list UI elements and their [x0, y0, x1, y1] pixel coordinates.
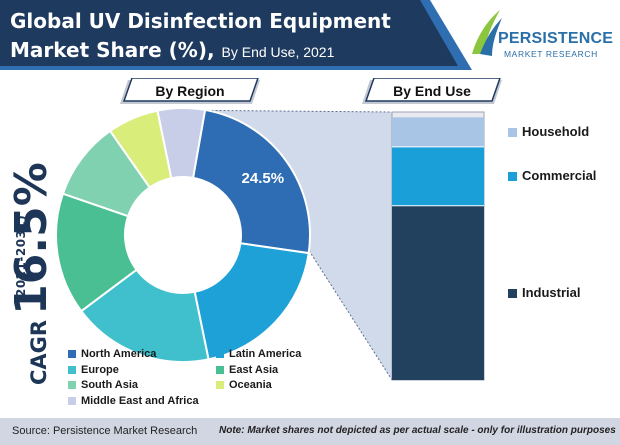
tab-by-region: By Region — [120, 78, 260, 104]
legend-item-middle-east-and-africa: Middle East and Africa — [68, 395, 199, 407]
donut-slice-east-asia — [55, 192, 138, 313]
legend-label: Oceania — [229, 379, 272, 391]
connector-line-top — [207, 109, 393, 113]
callout-connector — [207, 109, 393, 381]
connector-line-bottom — [308, 250, 393, 381]
donut-slice-north-america — [191, 108, 311, 255]
legend-label: Latin America — [229, 348, 302, 360]
legend-label: Commercial — [522, 168, 597, 184]
legend-item-household: Household — [508, 124, 589, 139]
legend-swatch — [508, 172, 517, 182]
page-title-line-2: Market Share (%), By End Use, 2021 — [10, 38, 334, 62]
footer: Source: Persistence Market Research Note… — [0, 418, 620, 445]
legend-swatch — [68, 381, 76, 390]
page-title-main: Market Share (%), — [10, 38, 215, 62]
footnote-text: Note: Market shares not depicted as per … — [219, 425, 616, 436]
legend-swatch — [216, 365, 224, 374]
donut-slice-latin-america — [193, 242, 310, 361]
legend-item-europe: Europe — [68, 364, 119, 376]
legend-swatch — [68, 365, 76, 374]
brand-logo: PERSISTENCE MARKET RESEARCH — [470, 4, 620, 70]
title-banner: Global UV Disinfection Equipment Market … — [0, 0, 472, 70]
legend-swatch — [508, 288, 517, 298]
tab-by-end-use-shape — [362, 78, 502, 104]
legend-label: Industrial — [522, 284, 581, 300]
page-subtitle: By End Use, 2021 — [221, 44, 335, 60]
logo-tagline: MARKET RESEARCH — [504, 49, 598, 59]
donut-slice-middle-east-and-africa — [156, 107, 207, 180]
bar-segment-industrial — [392, 205, 484, 380]
ribbon-logo-icon — [472, 10, 502, 56]
bar-segment-commercial — [392, 146, 484, 206]
logo-name: PERSISTENCE — [498, 30, 614, 47]
legend-item-north-america: North America — [68, 348, 156, 360]
legend-item-south-asia: South Asia — [68, 379, 138, 391]
legend-label: South Asia — [81, 379, 139, 391]
legend-label: North America — [81, 348, 157, 360]
chart-area: 24.5% — [55, 107, 485, 381]
legend-swatch — [68, 350, 76, 359]
donut-slice-europe — [79, 268, 210, 363]
legend-swatch — [508, 128, 517, 138]
donut-chart: 24.5% — [55, 107, 311, 363]
legend-label: Household — [522, 124, 590, 140]
data-label-north-america: 24.5% — [242, 170, 285, 187]
legend-swatch — [68, 397, 76, 406]
stacked-bar-chart — [391, 111, 485, 381]
legend-item-industrial: Industrial — [508, 285, 581, 300]
legend-swatch — [216, 350, 224, 359]
legend-label: Europe — [81, 363, 119, 376]
source-text: Source: Persistence Market Research — [12, 425, 198, 437]
tab-by-end-use-label: By End Use — [393, 83, 471, 99]
legend-label: Middle East and Africa — [81, 395, 199, 408]
tab-by-end-use: By End Use — [362, 78, 502, 104]
tab-by-region-shape — [120, 78, 260, 104]
legend-swatch — [216, 381, 224, 390]
legend-item-east-asia: East Asia — [216, 364, 278, 376]
tab-by-region-label: By Region — [155, 83, 225, 99]
bar-segment-household — [392, 117, 484, 147]
legend-item-oceania: Oceania — [216, 379, 272, 391]
title-banner-shape — [0, 0, 472, 70]
legend-item-latin-america: Latin America — [216, 348, 301, 360]
legend-item-commercial: Commercial — [508, 168, 596, 183]
page-title: Global UV Disinfection Equipment — [10, 9, 391, 33]
legend-label: East Asia — [229, 363, 279, 376]
connector-wedge — [207, 110, 392, 381]
